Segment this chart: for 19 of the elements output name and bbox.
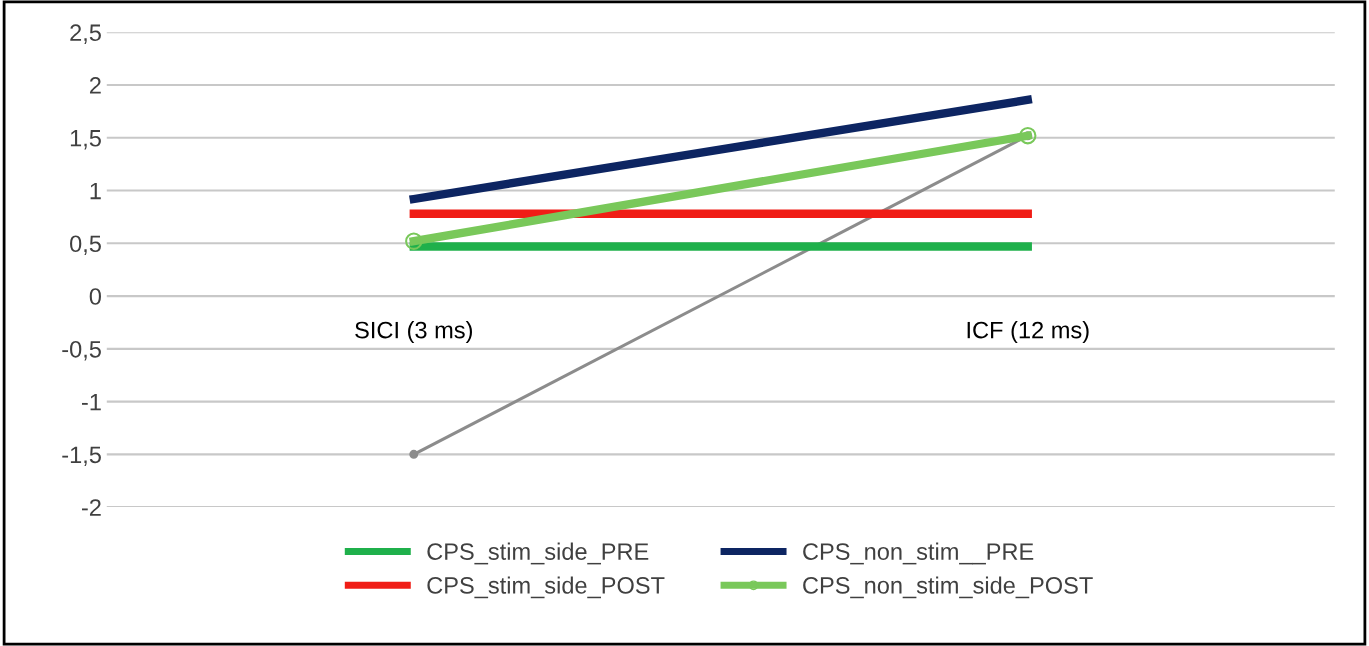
y-tick-label: 1,5 <box>70 130 101 150</box>
legend-label: CPS_non_stim_side_POST <box>803 576 1093 599</box>
legend-label: CPS_stim_side_POST <box>427 576 665 599</box>
legend-label: CPS_stim_side_PRE <box>427 542 649 565</box>
y-tick-label: 2 <box>89 77 101 94</box>
y-tick-label: -1,5 <box>62 446 101 466</box>
point <box>1019 127 1037 145</box>
y-tick-label: -0,5 <box>62 340 101 361</box>
y-tick-label: -2 <box>81 499 101 516</box>
point <box>405 232 423 250</box>
y-tick-label: -1 <box>81 393 101 411</box>
y-tick-label: 0 <box>89 288 101 305</box>
legend-label: CPS_non_stim__PRE <box>803 542 1034 565</box>
y-tick-label: 2,5 <box>70 24 101 44</box>
x-tick-label: SICI (3 ms) <box>355 321 472 344</box>
x-tick-label: ICF (12 ms) <box>967 321 1089 344</box>
y-tick-label: 0,5 <box>70 235 101 255</box>
y-tick-label: 1 <box>90 182 101 200</box>
point <box>409 449 419 459</box>
